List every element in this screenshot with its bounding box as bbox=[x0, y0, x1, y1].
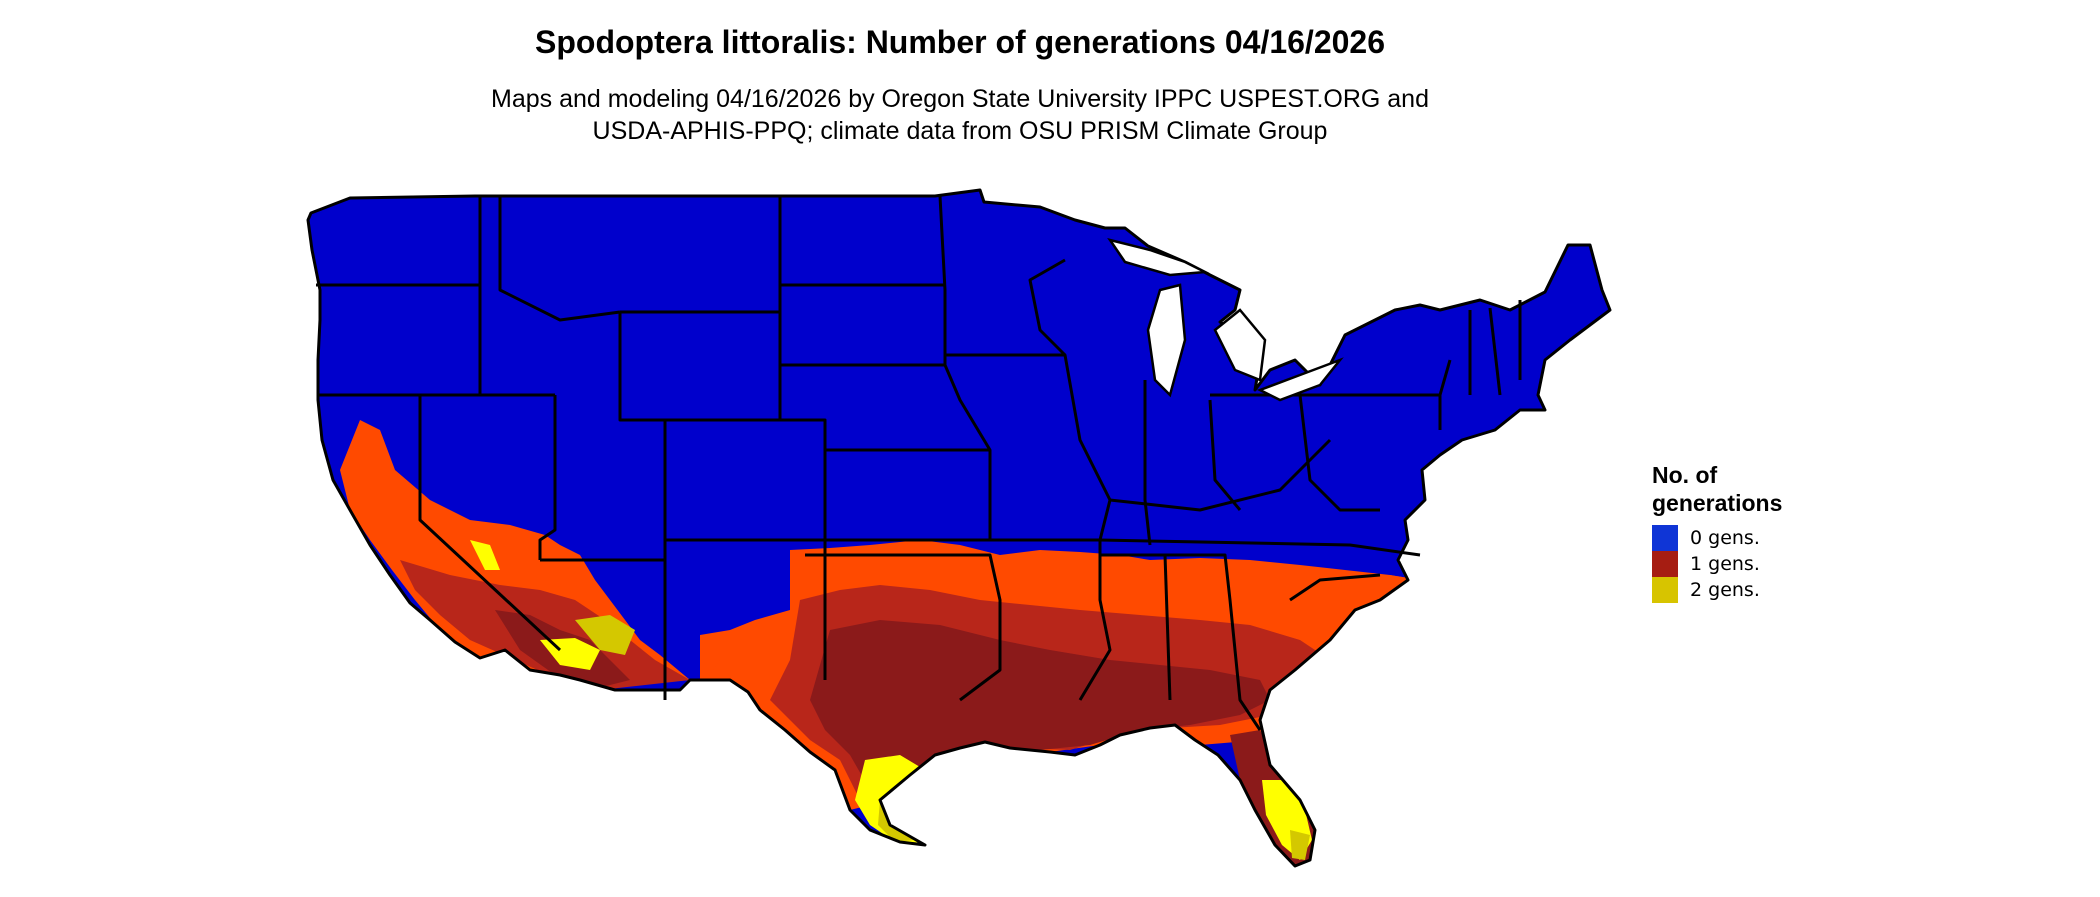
border-tn-ky bbox=[1099, 538, 1421, 557]
zone-fl-2gen-dark bbox=[1290, 830, 1310, 860]
great-lakes bbox=[1107, 237, 1344, 402]
border-ia-il bbox=[945, 353, 1112, 541]
legend-item-1-gens: 1 gens. bbox=[1652, 551, 1892, 577]
border-mn-ia-mo bbox=[938, 195, 992, 540]
border-in-oh bbox=[1208, 399, 1242, 511]
border-ms-al-ga bbox=[1100, 553, 1262, 731]
border-in-il bbox=[1143, 380, 1152, 546]
border-wy-ut bbox=[618, 312, 667, 560]
zone-sw-2gen-b bbox=[575, 615, 635, 655]
legend-item-0-gens: 0 gens. bbox=[1652, 525, 1892, 551]
subtitle-line-1: Maps and modeling 04/16/2026 by Oregon S… bbox=[491, 85, 1429, 113]
border-az-ut bbox=[540, 558, 667, 700]
border-id-mt bbox=[498, 196, 621, 322]
border-ok-tx bbox=[805, 553, 1002, 702]
border-nh-ma bbox=[1488, 307, 1502, 396]
border-nv-ut bbox=[538, 395, 557, 560]
legend-title-line-1: No. of bbox=[1652, 462, 1718, 488]
lake-michigan bbox=[1146, 283, 1187, 398]
border-pa-ny bbox=[1300, 359, 1452, 397]
map-title: Spodoptera littoralis: Number of generat… bbox=[535, 24, 1385, 60]
state-borders bbox=[306, 188, 1612, 868]
legend-label: 2 gens. bbox=[1690, 579, 1760, 601]
lake-superior bbox=[1107, 237, 1210, 277]
legend-item-2-gens: 2 gens. bbox=[1652, 577, 1892, 603]
lake-huron bbox=[1213, 308, 1267, 382]
map-subtitle: Maps and modeling 04/16/2026 by Oregon S… bbox=[0, 83, 1920, 147]
legend-swatch bbox=[1652, 525, 1678, 551]
border-ms-al bbox=[1163, 554, 1172, 701]
legend-title-line-2: generations bbox=[1652, 490, 1783, 516]
legend-swatch bbox=[1652, 577, 1678, 603]
legend-label: 1 gens. bbox=[1690, 553, 1760, 575]
border-ky-north bbox=[1109, 438, 1332, 512]
border-wi bbox=[1028, 258, 1067, 357]
zone-south-dark bbox=[810, 620, 1270, 790]
legend-swatch bbox=[1652, 551, 1678, 577]
subtitle-line-2: USDA-APHIS-PPQ; climate data from OSU PR… bbox=[592, 117, 1328, 145]
border-ca-nv bbox=[418, 395, 562, 652]
legend-label: 0 gens. bbox=[1690, 527, 1760, 549]
legend-title: No. of generations bbox=[1652, 461, 1892, 517]
border-ar-la bbox=[990, 538, 1112, 701]
border-sc-nc bbox=[1289, 573, 1381, 602]
legend: No. of generations 0 gens. 1 gens. 2 gen… bbox=[1652, 461, 1892, 603]
zone-sw-2gen-c bbox=[470, 540, 500, 570]
lake-erie bbox=[1256, 357, 1344, 402]
